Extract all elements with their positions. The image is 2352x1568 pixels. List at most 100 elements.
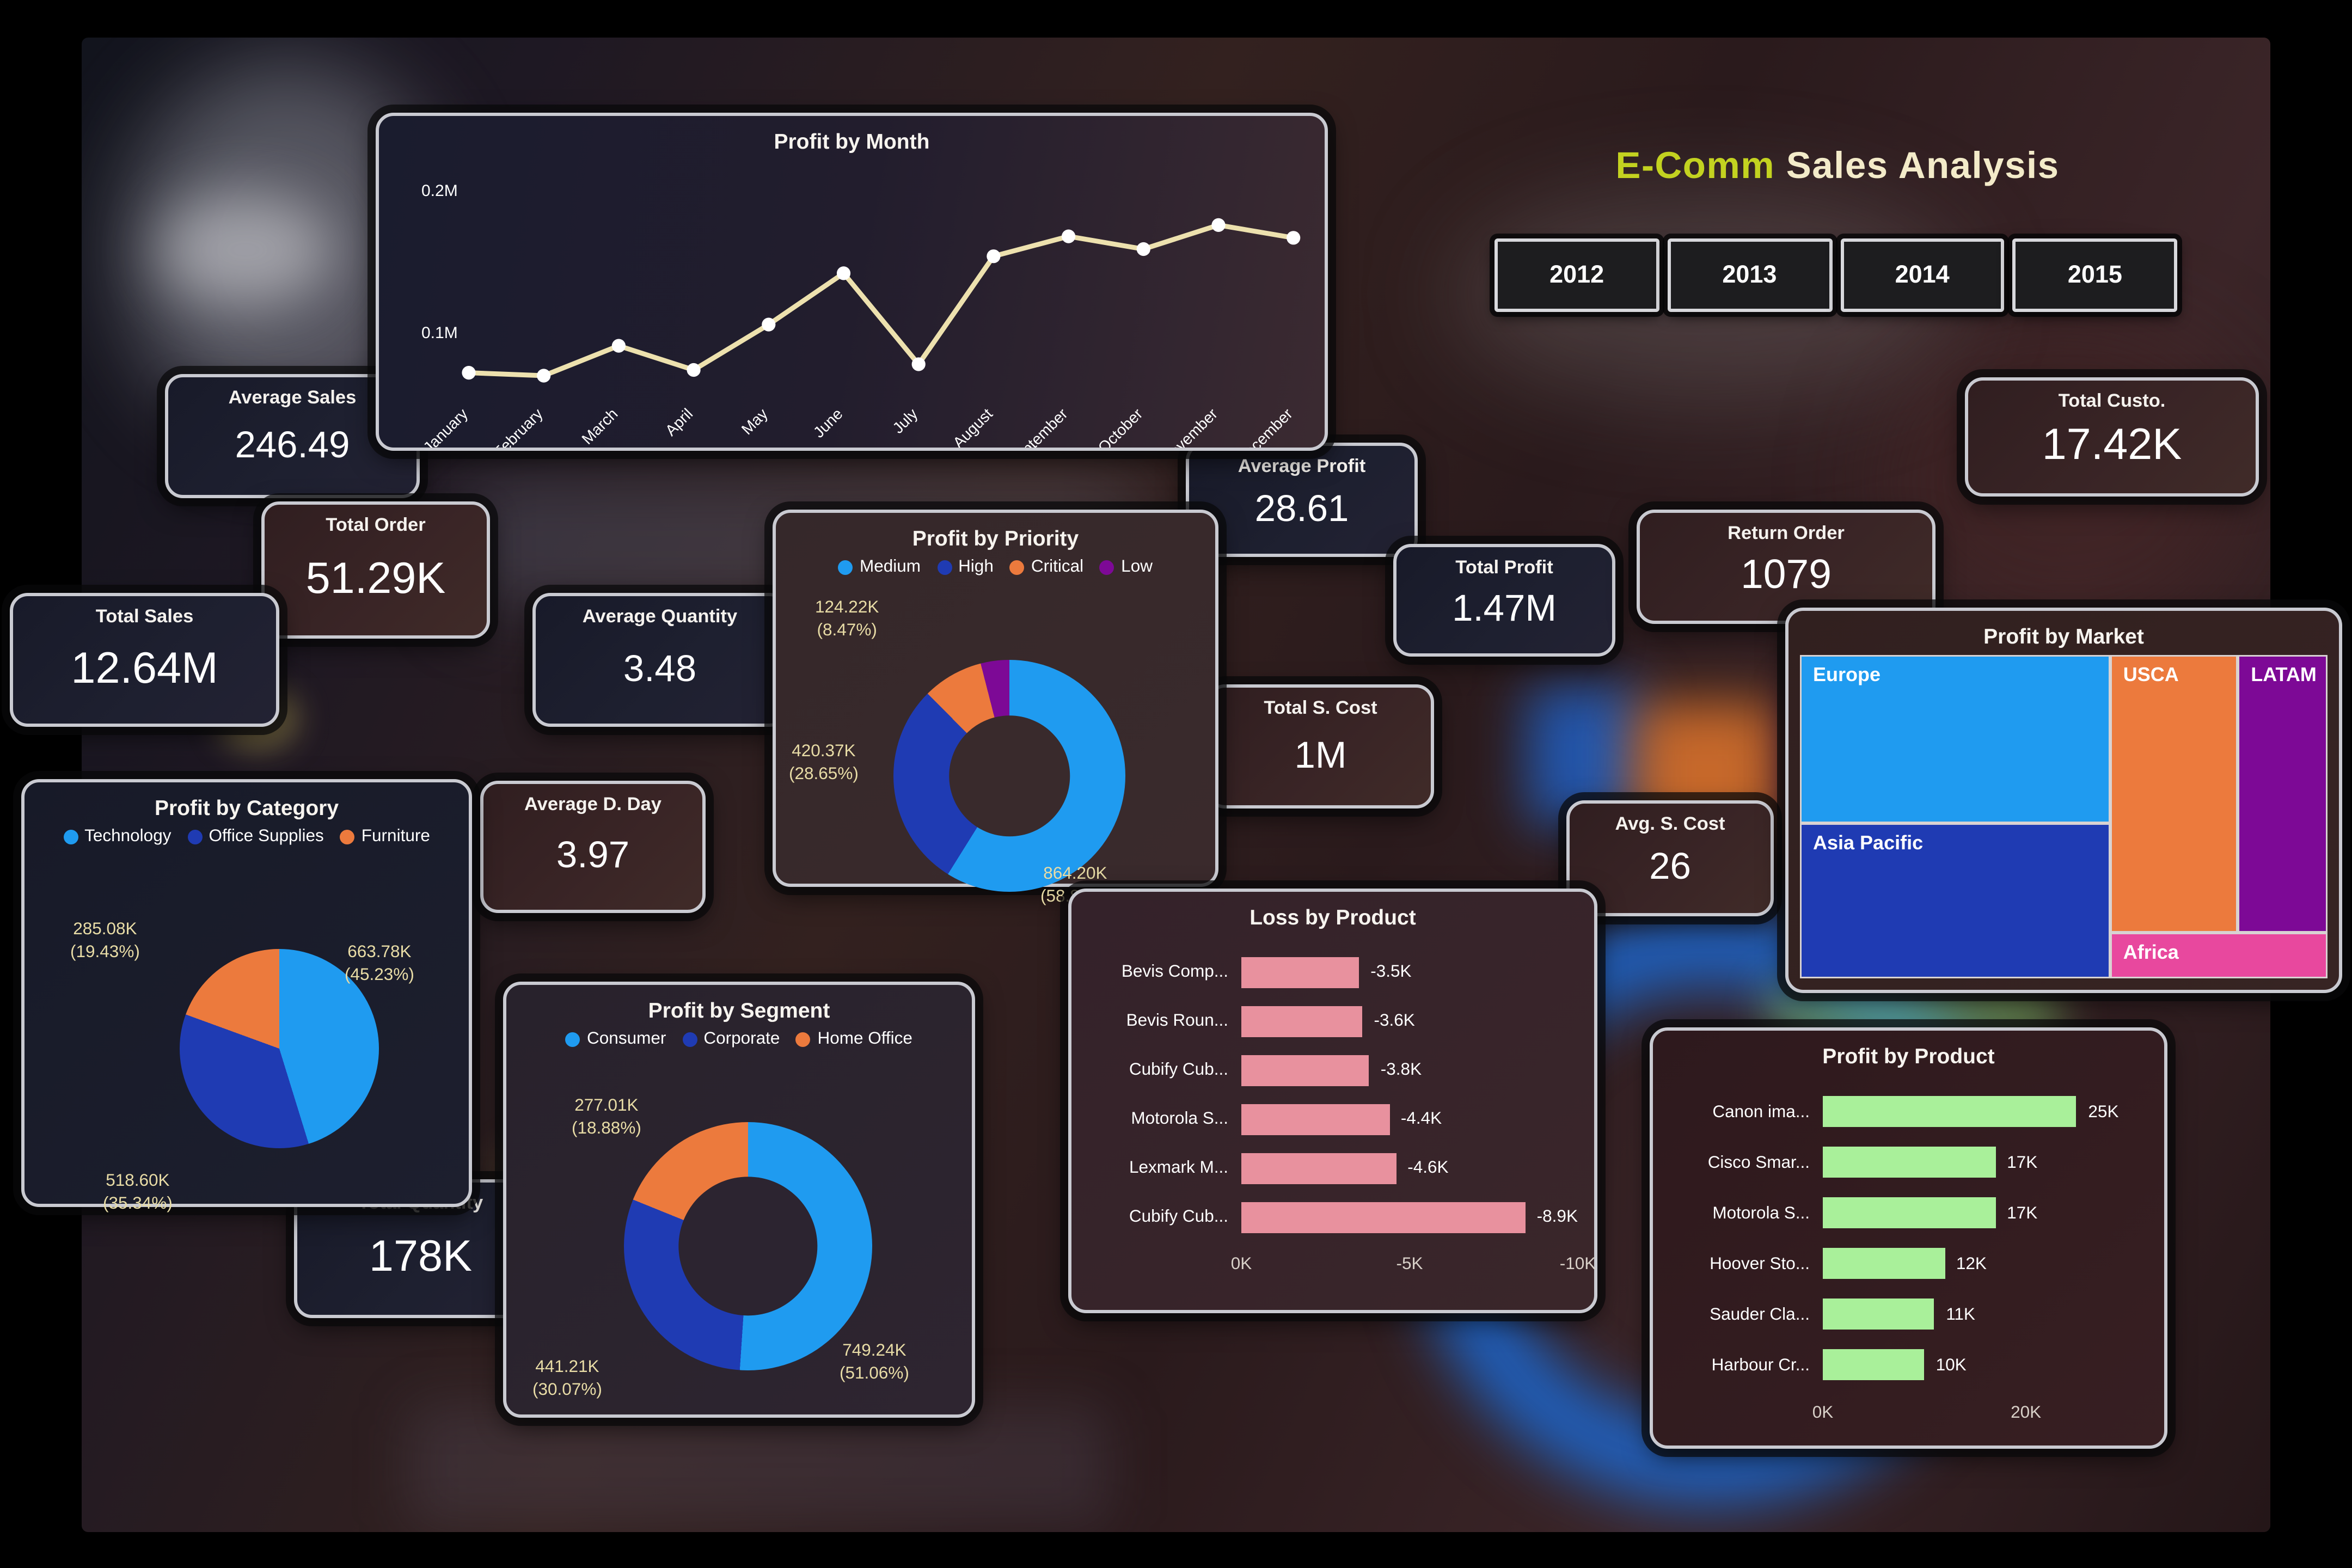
data-point-may[interactable]: [762, 317, 776, 332]
data-point-july[interactable]: [911, 357, 926, 371]
bar-value-label: 10K: [1935, 1355, 1967, 1375]
kpi-card-return-order[interactable]: Return Order 1079: [1637, 510, 1935, 624]
kpi-value: 246.49: [235, 422, 350, 465]
kpi-card-total-custo[interactable]: Total Custo. 17.42K: [1965, 377, 2259, 497]
bar-track: 17K: [1823, 1197, 2148, 1228]
kpi-label: Average D. Day: [524, 795, 661, 815]
treemap-cell-asia-pacific[interactable]: Asia Pacific: [1800, 823, 2110, 978]
bar-category-label: Bevis Roun...: [1126, 1011, 1228, 1031]
treemap-cell-label: Europe: [1813, 663, 1881, 686]
slice-label-office-supplies: 518.60K (35.34%): [103, 1171, 173, 1213]
kpi-value: 1079: [1741, 551, 1832, 597]
profit-by-segment-disc[interactable]: [624, 1122, 872, 1370]
bar-category-label: Cisco Smar...: [1707, 1152, 1810, 1172]
kpi-value: 28.61: [1254, 486, 1349, 529]
slice-label-technology: 663.78K (45.23%): [345, 942, 414, 984]
chart-title: Profit by Month: [774, 129, 930, 154]
year-button-2014[interactable]: 2014: [1840, 238, 2005, 312]
legend-item-critical: Critical: [1009, 557, 1083, 577]
bar-cubify-cub-[interactable]: [1241, 1201, 1526, 1233]
kpi-card-average-quantity[interactable]: Average Quantity 3.48: [532, 593, 787, 727]
year-button-2015[interactable]: 2015: [2012, 238, 2177, 312]
x-axis-tick: October: [1095, 405, 1147, 451]
bar-value-label: 25K: [2088, 1101, 2119, 1122]
kpi-value: 178K: [369, 1232, 473, 1281]
data-point-june[interactable]: [836, 266, 851, 280]
data-point-october[interactable]: [1136, 242, 1150, 256]
data-point-august[interactable]: [987, 249, 1001, 264]
legend-label: Medium: [859, 557, 921, 577]
data-point-november[interactable]: [1211, 218, 1226, 232]
legend-dot-icon: [187, 829, 203, 844]
panel-profit-by-priority[interactable]: Profit by Priority Medium High Critical Low…: [773, 510, 1218, 906]
kpi-card-total-order[interactable]: Total Order 51.29K: [261, 501, 490, 639]
bar-motorola-s-[interactable]: [1823, 1197, 1996, 1228]
kpi-card-avg-s-cost[interactable]: Avg. S. Cost 26: [1566, 800, 1774, 916]
data-point-january[interactable]: [462, 366, 476, 380]
kpi-card-average-d-day[interactable]: Average D. Day 3.97: [480, 781, 706, 913]
bar-value-label: 12K: [1956, 1253, 1987, 1273]
data-point-march[interactable]: [611, 339, 626, 353]
profit-by-priority-disc[interactable]: [893, 660, 1125, 892]
legend-item-low: Low: [1100, 557, 1153, 577]
kpi-value: 26: [1649, 844, 1691, 887]
x-axis-tick: -5K: [1396, 1254, 1423, 1274]
data-point-september[interactable]: [1062, 229, 1076, 243]
x-axis-tick: December: [1233, 405, 1296, 451]
data-point-february[interactable]: [537, 369, 551, 383]
panel-profit-by-month[interactable]: Profit by Month 0.2M 0.1M January February M…: [376, 113, 1328, 451]
panel-loss-by-product[interactable]: Loss by Product Bevis Comp... -3.5K Bevis …: [1068, 889, 1597, 1313]
panel-profit-by-category[interactable]: Profit by Category Technology Office Supp…: [21, 779, 472, 1213]
data-point-april[interactable]: [687, 363, 701, 377]
legend-dot-icon: [796, 1031, 811, 1046]
legend-dot-icon: [340, 829, 355, 844]
legend-item-furniture: Furniture: [340, 826, 430, 846]
panel-profit-by-product[interactable]: Profit by Product Canon ima... 25K Cisco S…: [1650, 1027, 2167, 1449]
line-chart-svg: 0.2M 0.1M January February March April May June…: [420, 182, 1301, 451]
kpi-card-total-profit[interactable]: Total Profit 1.47M: [1393, 544, 1615, 657]
kpi-label: Total Sales: [95, 608, 194, 627]
kpi-label: Total Custo.: [2058, 392, 2166, 412]
bar-motorola-s-[interactable]: [1241, 1103, 1389, 1135]
bar-value-label: -4.4K: [1400, 1109, 1442, 1129]
bar-value-label: -3.8K: [1380, 1060, 1422, 1080]
kpi-card-total-s-cost[interactable]: Total S. Cost 1M: [1207, 684, 1434, 808]
treemap-cell-usca[interactable]: USCA: [2110, 655, 2238, 933]
kpi-value: 1M: [1294, 732, 1347, 775]
kpi-card-total-sales[interactable]: Total Sales 12.64M: [10, 593, 279, 727]
treemap-cell-africa[interactable]: Africa: [2110, 933, 2328, 978]
treemap-cell-latam[interactable]: LATAM: [2238, 655, 2328, 933]
bar-lexmark-m-[interactable]: [1241, 1152, 1396, 1184]
bar-cubify-cub-[interactable]: [1241, 1054, 1369, 1086]
treemap-cell-label: Africa: [2123, 941, 2179, 964]
panel-profit-by-segment[interactable]: Profit by Segment Consumer Corporate Home …: [503, 982, 975, 1418]
bar-row: Sauder Cla... 11K: [1673, 1289, 2148, 1339]
panel-profit-by-market[interactable]: Profit by Market Europe Asia Pacific USCA L…: [1785, 608, 2342, 993]
treemap-cell-label: LATAM: [2251, 663, 2317, 686]
x-axis-tick: June: [810, 405, 846, 441]
chart-legend: Consumer Corporate Home Office: [506, 1029, 972, 1049]
bar-harbour-cr-[interactable]: [1823, 1349, 1925, 1380]
kpi-card-average-profit[interactable]: Average Profit 28.61: [1186, 443, 1418, 557]
bar-canon-ima-[interactable]: [1823, 1096, 2077, 1127]
x-axis: 0K -5K -10K: [1231, 1254, 1596, 1277]
bar-track: -3.5K: [1241, 956, 1578, 988]
legend-label: Technology: [84, 826, 171, 846]
legend-dot-icon: [682, 1031, 697, 1046]
year-button-2013[interactable]: 2013: [1667, 238, 1832, 312]
bar-bevis-roun-[interactable]: [1241, 1005, 1363, 1037]
treemap-cell-europe[interactable]: Europe: [1800, 655, 2110, 823]
bar-track: 25K: [1823, 1096, 2148, 1127]
legend-item-office-supplies: Office Supplies: [187, 826, 324, 846]
x-axis-tick: 0K: [1812, 1403, 1834, 1423]
profit-by-category-disc[interactable]: [180, 949, 379, 1148]
bar-cisco-smar-[interactable]: [1823, 1147, 1996, 1178]
bar-hoover-sto-[interactable]: [1823, 1248, 1945, 1279]
year-button-2012[interactable]: 2012: [1494, 238, 1659, 312]
bar-category-label: Canon ima...: [1712, 1101, 1810, 1122]
bar-track: -3.6K: [1241, 1005, 1578, 1037]
slice-label-consumer: 749.24K (51.06%): [840, 1341, 909, 1383]
data-point-december[interactable]: [1287, 231, 1301, 245]
bar-sauder-cla-[interactable]: [1823, 1298, 1935, 1330]
bar-bevis-comp-[interactable]: [1241, 956, 1359, 988]
